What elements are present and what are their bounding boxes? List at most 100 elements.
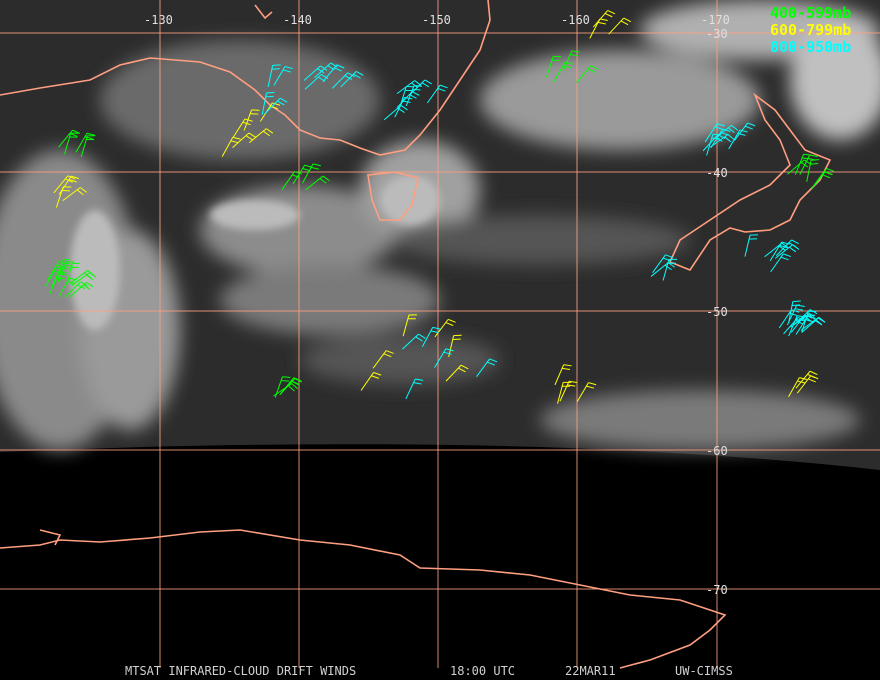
barb-flag: [55, 267, 64, 271]
barb-flag: [808, 313, 816, 320]
barb-flag: [489, 358, 498, 363]
longitude-label: -160: [561, 13, 590, 27]
barb-flag: [353, 73, 361, 79]
barb-flag: [322, 175, 330, 182]
barb-flag: [604, 12, 613, 18]
barb-flag: [86, 132, 95, 136]
barb-flag: [86, 281, 94, 288]
wind-barbs: [44, 9, 835, 404]
barb-flag: [799, 377, 808, 381]
barb-flag: [664, 264, 672, 271]
barb-flag: [717, 123, 725, 127]
barb-flag: [317, 68, 325, 74]
barb-flag: [400, 105, 408, 111]
barb-flag: [58, 261, 67, 265]
barb-flag: [87, 270, 95, 276]
barb-flag: [739, 129, 748, 133]
barb-flag: [727, 134, 735, 140]
barb-flag: [67, 175, 76, 180]
barb-flag: [567, 384, 576, 387]
barb-flag: [724, 136, 732, 143]
barb-flag: [272, 102, 281, 106]
barb-flag: [570, 54, 579, 57]
barb-flag: [266, 91, 275, 94]
barb-flag: [607, 9, 616, 15]
barb-flag: [731, 124, 739, 131]
barb-flag: [68, 179, 77, 183]
barb-flag: [599, 18, 608, 21]
barb-flag: [402, 100, 411, 103]
barb-flag: [58, 273, 67, 276]
barb-flag: [795, 319, 803, 325]
barb-flag: [430, 330, 439, 334]
barb-flag: [409, 94, 417, 99]
barb-flag: [418, 333, 426, 339]
barb-flag: [745, 125, 753, 130]
legend-label: 800-950mb: [770, 38, 851, 56]
barb-flag: [334, 67, 342, 72]
barb-flag: [70, 266, 79, 269]
barb-flag: [271, 68, 280, 70]
barb-flag: [64, 265, 74, 267]
barb-flag: [347, 72, 355, 78]
barb-flag: [563, 364, 572, 367]
barb-flag: [53, 270, 62, 274]
barb-flag: [437, 87, 446, 92]
barb-flag: [562, 65, 571, 69]
barb-flag: [722, 128, 731, 132]
barb-flag: [62, 258, 71, 261]
barb-flag: [789, 312, 798, 317]
longitude-label: -130: [144, 13, 173, 27]
latitude-label: -50: [706, 305, 728, 319]
barb-flag: [781, 242, 789, 249]
barb-flag: [807, 311, 815, 317]
barb-flag: [586, 385, 595, 389]
barb-flag: [597, 21, 606, 25]
barb-flag: [620, 20, 629, 26]
footer-date: 22MAR11: [565, 664, 616, 678]
barb-flag: [727, 127, 735, 134]
barb-flag: [281, 380, 290, 382]
barb-flag: [421, 82, 430, 88]
barb-flag: [294, 171, 303, 175]
barb-flag: [487, 361, 495, 366]
barb-flag: [794, 308, 804, 311]
barb-flag: [319, 178, 327, 184]
barb-flag: [822, 174, 831, 179]
barb-flag: [439, 84, 448, 89]
legend-label: 400-599mb: [770, 4, 851, 22]
barb-flag: [415, 378, 424, 381]
barb-flag: [371, 375, 380, 379]
footer-product: MTSAT INFRARED-CLOUD DRIFT WINDS: [125, 664, 356, 678]
barb-flag: [796, 304, 805, 307]
barb-flag: [823, 171, 832, 175]
barb-flag: [818, 316, 826, 323]
barb-flag: [809, 154, 818, 158]
barb-flag: [458, 367, 466, 373]
barb-flag: [788, 242, 797, 248]
barb-flag: [780, 256, 789, 261]
barb-flag: [248, 132, 256, 138]
barb-flag: [424, 79, 433, 85]
barb-flag: [411, 91, 420, 96]
barb-flag: [778, 245, 786, 251]
longitude-label: -150: [422, 13, 451, 27]
barb-flag: [83, 284, 91, 290]
barb-flag: [321, 74, 329, 80]
barb-flag: [320, 65, 328, 71]
barb-flag: [282, 376, 291, 378]
barb-flag: [56, 277, 65, 280]
barb-flag: [791, 309, 800, 313]
barb-flag: [293, 377, 302, 382]
barb-flag: [815, 319, 823, 326]
barb-flag: [564, 61, 573, 65]
barb-flag: [279, 97, 288, 103]
barb-flag: [284, 66, 293, 70]
barb-flag: [244, 118, 253, 122]
barb-flag: [809, 309, 818, 315]
latitude-label: -30: [706, 27, 728, 41]
barb-flag: [69, 132, 78, 137]
barb-flag: [84, 272, 92, 279]
barb-flag: [445, 322, 454, 326]
